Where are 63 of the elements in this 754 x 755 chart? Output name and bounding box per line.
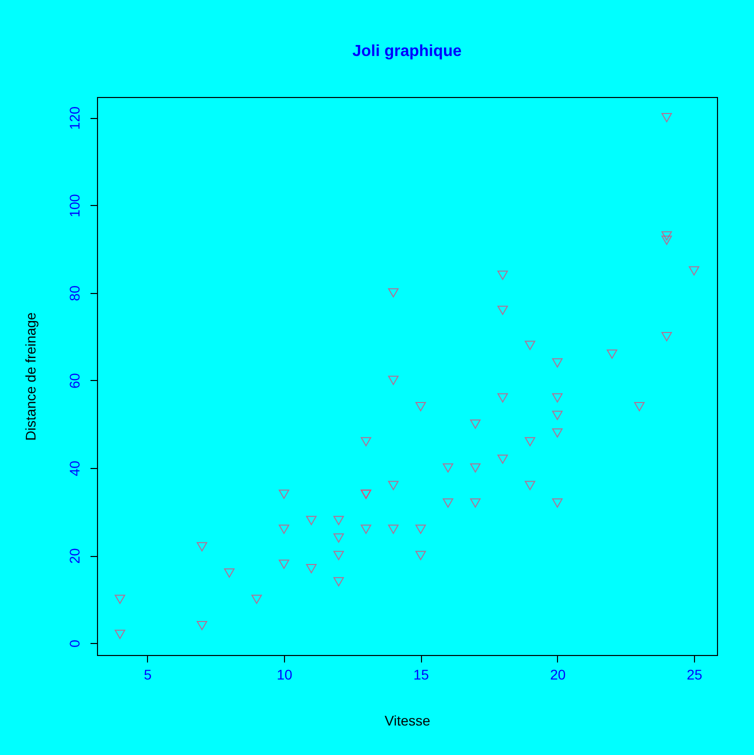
point (388, 376, 399, 385)
point (196, 542, 208, 552)
point (442, 463, 454, 473)
y-tick-label: 40 (66, 460, 82, 476)
y-tick-label: 80 (66, 285, 82, 302)
point (333, 550, 344, 560)
x-tick-label: 10 (276, 666, 292, 682)
point (114, 630, 126, 639)
point (497, 306, 508, 315)
y-axis-title: Distance de freinage (22, 312, 38, 441)
point (333, 533, 344, 543)
point (251, 594, 262, 604)
point (524, 437, 536, 446)
y-tick-label: 120 (66, 106, 82, 130)
point (606, 350, 618, 359)
point (661, 332, 672, 342)
point (278, 490, 290, 499)
y-tick-label: 100 (66, 194, 82, 218)
point (661, 231, 672, 240)
point (333, 516, 344, 526)
point (388, 480, 399, 490)
point (470, 420, 481, 429)
point (278, 560, 290, 569)
point (306, 516, 317, 526)
x-axis-title: Vitesse (384, 712, 431, 728)
point (388, 288, 399, 298)
point (415, 524, 426, 534)
point (388, 524, 399, 534)
point (114, 594, 126, 604)
y-tick-label: 0 (66, 639, 82, 648)
chart-title: Joli graphique (352, 43, 462, 60)
point (306, 564, 317, 574)
point (552, 358, 563, 368)
point (661, 236, 672, 245)
x-tick-label: 15 (413, 666, 430, 682)
point (360, 524, 372, 534)
point (470, 498, 481, 508)
x-tick-label: 25 (686, 666, 703, 682)
point (415, 550, 426, 560)
x-tick-label: 5 (144, 666, 152, 682)
point (497, 270, 508, 280)
point (196, 620, 208, 630)
point (552, 498, 563, 508)
point (497, 454, 508, 464)
point (224, 568, 235, 578)
point (524, 480, 536, 490)
point (442, 498, 454, 508)
point (524, 340, 536, 350)
point (497, 393, 508, 402)
point (552, 393, 563, 402)
y-tick-label: 60 (66, 372, 82, 389)
point (333, 577, 344, 586)
y-tick-label: 20 (66, 548, 82, 564)
point (415, 402, 426, 412)
point (661, 113, 672, 122)
point (634, 402, 645, 412)
x-tick-label: 20 (550, 666, 566, 682)
point (552, 410, 563, 420)
point (688, 266, 700, 276)
point (360, 437, 372, 446)
point (552, 428, 563, 438)
point (470, 463, 481, 473)
point (278, 524, 290, 534)
